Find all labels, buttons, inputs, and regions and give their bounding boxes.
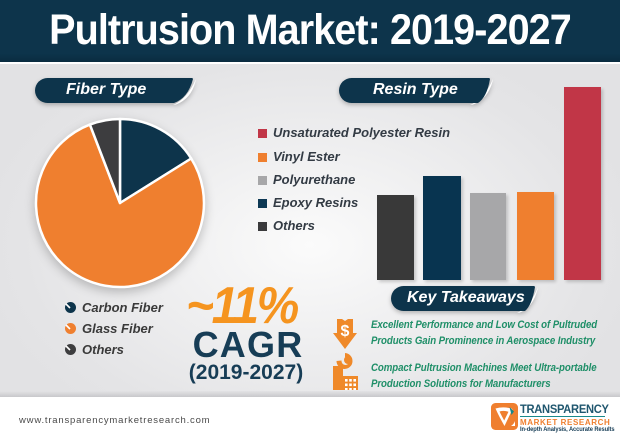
- svg-text:$: $: [341, 323, 350, 340]
